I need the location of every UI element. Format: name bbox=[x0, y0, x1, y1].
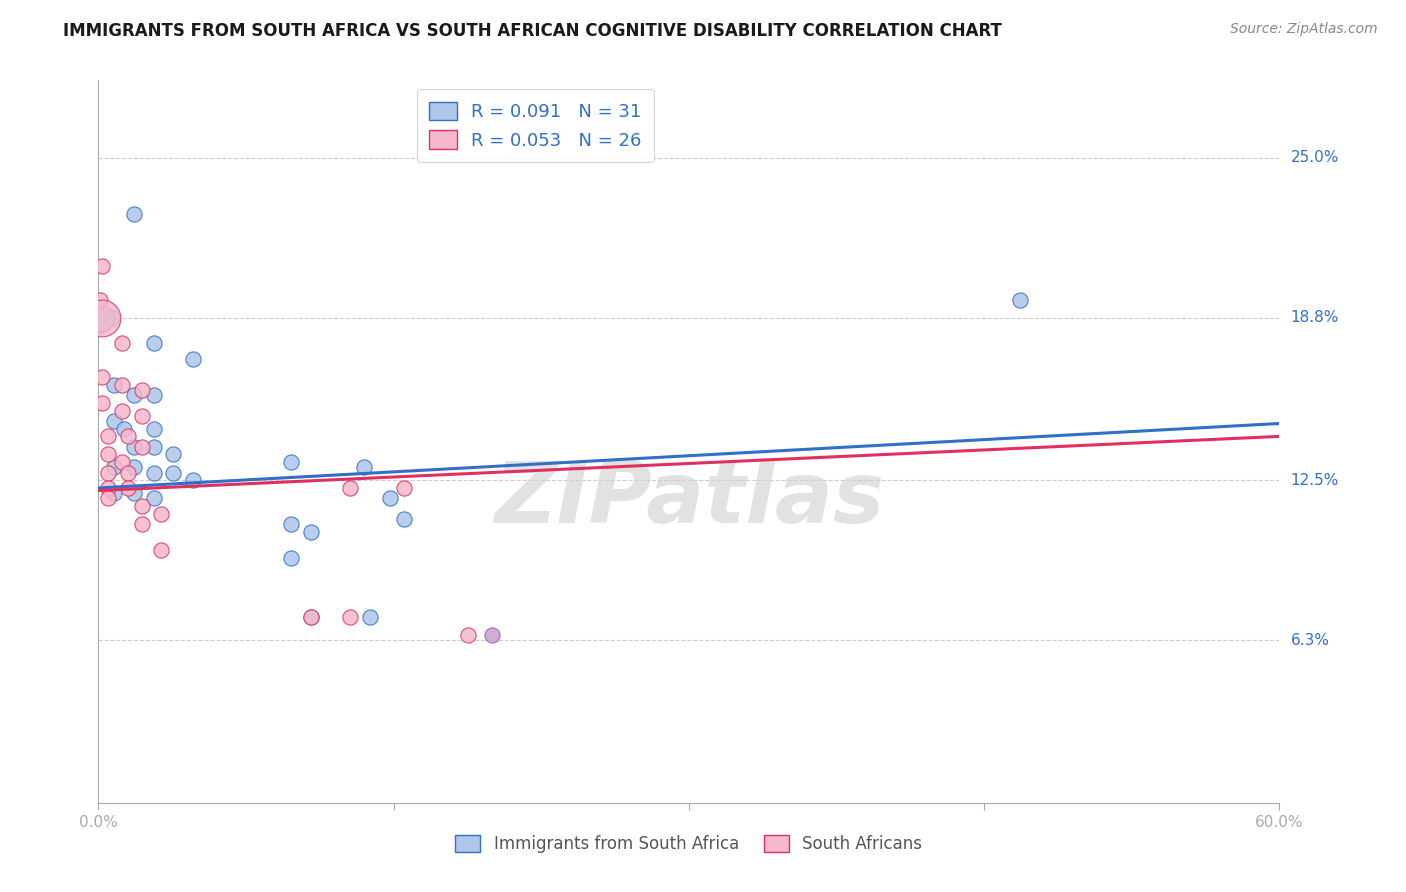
Point bbox=[181, 351, 204, 366]
Point bbox=[181, 473, 204, 487]
Point bbox=[103, 377, 125, 392]
Point bbox=[111, 336, 134, 351]
Point bbox=[142, 440, 165, 454]
Point bbox=[111, 455, 134, 469]
Point bbox=[117, 481, 139, 495]
Text: ZIPatlas: ZIPatlas bbox=[494, 458, 884, 541]
Point bbox=[122, 207, 145, 221]
Point bbox=[122, 486, 145, 500]
Text: 6.3%: 6.3% bbox=[1291, 632, 1330, 648]
Point bbox=[111, 403, 134, 417]
Point bbox=[117, 466, 139, 480]
Point bbox=[142, 336, 165, 351]
Point bbox=[339, 610, 361, 624]
Point bbox=[111, 377, 134, 392]
Point bbox=[122, 460, 145, 475]
Point bbox=[142, 422, 165, 436]
Point bbox=[359, 610, 381, 624]
Point bbox=[457, 628, 479, 642]
Point bbox=[112, 422, 135, 436]
Point bbox=[103, 414, 125, 428]
Point bbox=[299, 610, 322, 624]
Point bbox=[150, 542, 173, 557]
Point bbox=[299, 524, 322, 539]
Point bbox=[91, 259, 114, 273]
Point bbox=[131, 409, 153, 423]
Point bbox=[97, 491, 120, 506]
Point bbox=[89, 318, 111, 333]
Point bbox=[131, 440, 153, 454]
Point bbox=[131, 383, 153, 397]
Point bbox=[97, 466, 120, 480]
Point bbox=[150, 507, 173, 521]
Text: 25.0%: 25.0% bbox=[1291, 150, 1339, 165]
Point bbox=[122, 440, 145, 454]
Point bbox=[162, 466, 184, 480]
Point bbox=[91, 396, 114, 410]
Point bbox=[392, 481, 415, 495]
Point bbox=[299, 610, 322, 624]
Text: 12.5%: 12.5% bbox=[1291, 473, 1339, 488]
Point bbox=[97, 447, 120, 461]
Point bbox=[103, 460, 125, 475]
Point bbox=[117, 429, 139, 443]
Point bbox=[91, 370, 114, 384]
Text: IMMIGRANTS FROM SOUTH AFRICA VS SOUTH AFRICAN COGNITIVE DISABILITY CORRELATION C: IMMIGRANTS FROM SOUTH AFRICA VS SOUTH AF… bbox=[63, 22, 1002, 40]
Point bbox=[122, 388, 145, 402]
Point bbox=[378, 491, 401, 506]
Text: 18.8%: 18.8% bbox=[1291, 310, 1339, 326]
Legend: Immigrants from South Africa, South Africans: Immigrants from South Africa, South Afri… bbox=[449, 828, 929, 860]
Point bbox=[339, 481, 361, 495]
Point bbox=[131, 517, 153, 532]
Point bbox=[142, 388, 165, 402]
Point bbox=[392, 512, 415, 526]
Text: Source: ZipAtlas.com: Source: ZipAtlas.com bbox=[1230, 22, 1378, 37]
Point bbox=[97, 429, 120, 443]
Point bbox=[162, 447, 184, 461]
Point bbox=[131, 499, 153, 513]
Point bbox=[89, 310, 111, 325]
Point bbox=[101, 310, 124, 325]
Point bbox=[280, 455, 302, 469]
Point bbox=[97, 481, 120, 495]
Point bbox=[142, 466, 165, 480]
Point bbox=[353, 460, 375, 475]
Point bbox=[103, 486, 125, 500]
Point bbox=[481, 628, 503, 642]
Point bbox=[142, 491, 165, 506]
Point bbox=[280, 550, 302, 565]
Point bbox=[89, 293, 111, 307]
Point bbox=[91, 310, 114, 325]
Point bbox=[280, 517, 302, 532]
Point bbox=[1008, 293, 1031, 307]
